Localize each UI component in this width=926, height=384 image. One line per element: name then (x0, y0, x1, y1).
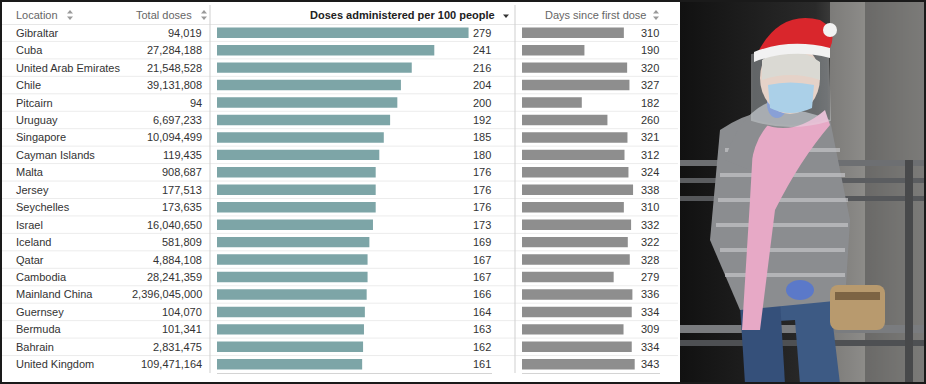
svg-text:4,884,108: 4,884,108 (153, 254, 202, 266)
svg-text:182: 182 (641, 97, 659, 109)
svg-text:322: 322 (641, 236, 659, 248)
svg-text:169: 169 (473, 236, 491, 248)
svg-text:28,241,359: 28,241,359 (147, 271, 202, 283)
svg-text:310: 310 (641, 201, 659, 213)
svg-text:166: 166 (473, 288, 491, 300)
svg-text:Uruguay: Uruguay (16, 114, 58, 126)
svg-text:173: 173 (473, 219, 491, 231)
svg-text:216: 216 (473, 62, 491, 74)
svg-text:United Kingdom: United Kingdom (16, 358, 94, 370)
svg-text:94: 94 (190, 97, 202, 109)
svg-text:338: 338 (641, 184, 659, 196)
svg-text:Days since first dose: Days since first dose (545, 9, 646, 21)
svg-text:Doses administered per 100 peo: Doses administered per 100 people (310, 9, 495, 21)
svg-text:Seychelles: Seychelles (16, 201, 70, 213)
svg-text:336: 336 (641, 288, 659, 300)
svg-text:Mainland China: Mainland China (16, 288, 93, 300)
svg-text:320: 320 (641, 62, 659, 74)
svg-text:119,435: 119,435 (163, 149, 202, 161)
svg-text:343: 343 (641, 358, 659, 370)
svg-text:176: 176 (473, 166, 491, 178)
svg-text:328: 328 (641, 254, 659, 266)
svg-text:204: 204 (473, 79, 491, 91)
svg-text:260: 260 (641, 114, 659, 126)
svg-text:279: 279 (641, 271, 659, 283)
svg-text:Cayman Islands: Cayman Islands (16, 149, 95, 161)
svg-text:2,831,475: 2,831,475 (153, 341, 202, 353)
svg-text:176: 176 (473, 201, 491, 213)
svg-text:324: 324 (641, 166, 659, 178)
svg-text:Cambodia: Cambodia (16, 271, 67, 283)
svg-text:10,094,499: 10,094,499 (147, 131, 202, 143)
svg-text:334: 334 (641, 306, 659, 318)
svg-text:334: 334 (641, 341, 659, 353)
svg-text:185: 185 (473, 131, 491, 143)
svg-text:241: 241 (473, 44, 491, 56)
svg-text:200: 200 (473, 97, 491, 109)
svg-text:Malta: Malta (16, 166, 44, 178)
svg-text:167: 167 (473, 254, 491, 266)
svg-text:Chile: Chile (16, 79, 41, 91)
svg-text:908,687: 908,687 (162, 166, 202, 178)
svg-text:162: 162 (473, 341, 491, 353)
svg-text:Singapore: Singapore (16, 131, 66, 143)
svg-text:279: 279 (473, 27, 491, 39)
svg-text:327: 327 (641, 79, 659, 91)
svg-text:16,040,650: 16,040,650 (147, 219, 202, 231)
svg-text:104,070: 104,070 (162, 306, 202, 318)
svg-text:190: 190 (641, 44, 659, 56)
svg-text:309: 309 (641, 323, 659, 335)
svg-text:Gibraltar: Gibraltar (16, 27, 59, 39)
svg-text:321: 321 (641, 131, 659, 143)
svg-text:177,513: 177,513 (162, 184, 202, 196)
svg-text:167: 167 (473, 271, 491, 283)
svg-text:Location: Location (16, 9, 58, 21)
svg-text:Iceland: Iceland (16, 236, 51, 248)
svg-text:39,131,808: 39,131,808 (147, 79, 202, 91)
svg-text:180: 180 (473, 149, 491, 161)
svg-text:21,548,528: 21,548,528 (147, 62, 202, 74)
svg-text:581,809: 581,809 (162, 236, 202, 248)
svg-text:Qatar: Qatar (16, 254, 44, 266)
svg-text:312: 312 (641, 149, 659, 161)
svg-text:173,635: 173,635 (162, 201, 202, 213)
svg-text:192: 192 (473, 114, 491, 126)
svg-text:Cuba: Cuba (16, 44, 43, 56)
svg-text:161: 161 (473, 358, 491, 370)
svg-text:163: 163 (473, 323, 491, 335)
svg-text:2,396,045,000: 2,396,045,000 (132, 288, 202, 300)
svg-text:164: 164 (473, 306, 491, 318)
svg-text:176: 176 (473, 184, 491, 196)
svg-text:101,341: 101,341 (162, 323, 202, 335)
svg-text:Pitcairn: Pitcairn (16, 97, 53, 109)
svg-text:332: 332 (641, 219, 659, 231)
svg-text:Total doses: Total doses (136, 9, 192, 21)
svg-text:Guernsey: Guernsey (16, 306, 64, 318)
svg-text:94,019: 94,019 (168, 27, 202, 39)
svg-text:United Arab Emirates: United Arab Emirates (16, 62, 120, 74)
svg-text:27,284,188: 27,284,188 (147, 44, 202, 56)
svg-text:Jersey: Jersey (16, 184, 49, 196)
svg-text:Israel: Israel (16, 219, 43, 231)
svg-text:6,697,233: 6,697,233 (153, 114, 202, 126)
svg-text:109,471,164: 109,471,164 (141, 358, 202, 370)
svg-text:Bermuda: Bermuda (16, 323, 62, 335)
svg-text:310: 310 (641, 27, 659, 39)
svg-text:Bahrain: Bahrain (16, 341, 54, 353)
